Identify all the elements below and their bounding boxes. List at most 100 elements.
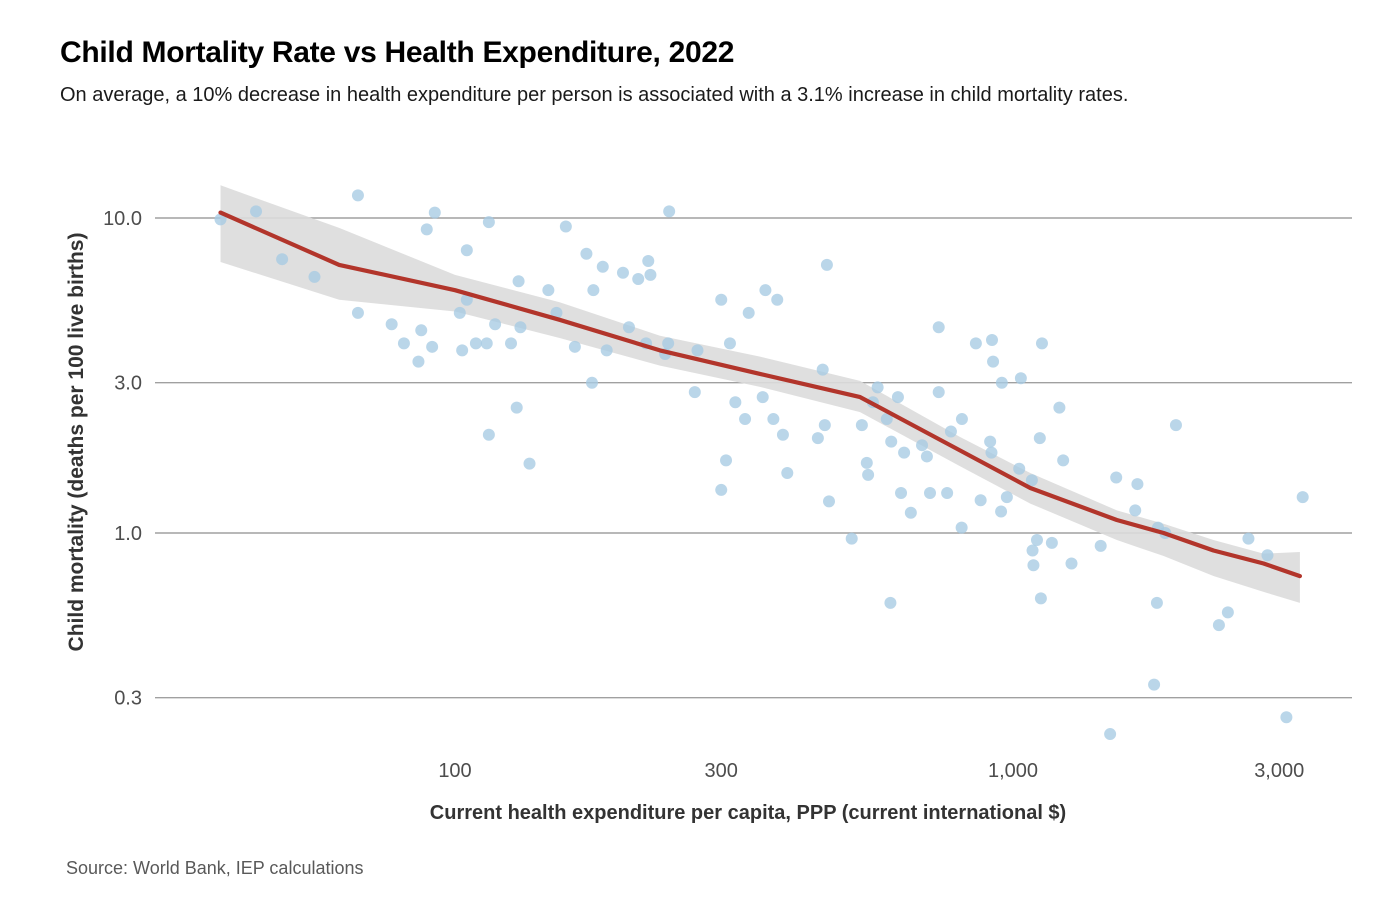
data-point (469, 337, 482, 350)
y-axis-title: Child mortality (deaths per 100 live bir… (65, 233, 88, 652)
data-point (1035, 337, 1048, 350)
data-point (505, 337, 518, 350)
data-point (995, 376, 1008, 389)
data-point (1025, 474, 1038, 487)
data-point (723, 337, 736, 350)
data-point (884, 596, 897, 609)
data-point (460, 293, 473, 306)
data-point (891, 391, 904, 404)
data-point (1131, 478, 1144, 491)
data-point (480, 337, 493, 350)
x-tick-label: 3,000 (1254, 760, 1304, 782)
data-point (904, 506, 917, 519)
data-point (1212, 619, 1225, 632)
data-point (759, 284, 772, 297)
data-point (600, 344, 613, 357)
data-point (862, 468, 875, 481)
data-point (1242, 532, 1255, 545)
data-point (771, 293, 784, 306)
y-tick-label: 10.0 (103, 208, 142, 230)
data-point (1129, 504, 1142, 517)
data-point (523, 457, 536, 470)
data-point (214, 213, 227, 226)
data-point (916, 439, 929, 452)
data-point (820, 258, 833, 271)
data-point (385, 318, 398, 331)
y-tick-label: 1.0 (114, 523, 142, 545)
data-point (1013, 462, 1026, 475)
data-point (767, 413, 780, 426)
data-point (816, 363, 829, 376)
data-point (644, 268, 657, 281)
x-tick-label: 300 (705, 760, 738, 782)
data-point (596, 260, 609, 273)
data-point (715, 483, 728, 496)
data-point (456, 344, 469, 357)
data-point (756, 391, 769, 404)
data-point (984, 435, 997, 448)
data-point (855, 419, 868, 432)
chart-subtitle: On average, a 10% decrease in health exp… (60, 84, 1129, 106)
data-point (974, 494, 987, 507)
data-point (1094, 539, 1107, 552)
data-point (1053, 401, 1066, 414)
data-point (880, 413, 893, 426)
data-point (969, 337, 982, 350)
data-point (622, 321, 635, 334)
data-point (1110, 471, 1123, 484)
data-point (1034, 592, 1047, 605)
data-point (739, 413, 752, 426)
data-point (510, 401, 523, 414)
data-point (1261, 549, 1274, 562)
data-point (920, 450, 933, 463)
data-point (512, 275, 525, 288)
data-point (663, 205, 676, 218)
data-point (924, 486, 937, 499)
data-point (955, 413, 968, 426)
data-point (559, 220, 572, 233)
x-axis-title: Current health expenditure per capita, P… (430, 802, 1066, 824)
data-point (845, 532, 858, 545)
data-point (898, 446, 911, 459)
data-point (715, 293, 728, 306)
data-point (932, 386, 945, 399)
data-point (585, 376, 598, 389)
y-tick-label: 3.0 (114, 373, 142, 395)
data-point (580, 247, 593, 260)
data-point (587, 284, 600, 297)
data-point (351, 306, 364, 319)
data-point (871, 381, 884, 394)
data-point (895, 486, 908, 499)
data-point (250, 205, 263, 218)
data-point (1148, 678, 1161, 691)
data-point (662, 337, 675, 350)
data-point (1014, 372, 1027, 385)
data-point (742, 306, 755, 319)
data-point (822, 495, 835, 508)
data-point (1027, 559, 1040, 572)
data-point (995, 505, 1008, 518)
data-point (453, 306, 466, 319)
data-point (1280, 711, 1293, 724)
data-point (1057, 454, 1070, 467)
data-point (514, 321, 527, 334)
data-point (1065, 557, 1078, 570)
data-point (489, 318, 502, 331)
data-point (885, 435, 898, 448)
data-point (1033, 432, 1046, 445)
data-point (688, 386, 701, 399)
x-tick-label: 1,000 (988, 760, 1038, 782)
data-point (729, 396, 742, 409)
y-tick-label: 0.3 (114, 688, 142, 710)
data-point (397, 337, 410, 350)
data-point (642, 255, 655, 268)
data-point (691, 344, 704, 357)
data-point (1030, 534, 1043, 547)
trend-line (218, 210, 1302, 579)
data-point (412, 355, 425, 368)
data-point (1296, 491, 1309, 504)
data-point (860, 456, 873, 469)
confidence-band (220, 185, 1300, 603)
x-tick-label: 100 (438, 760, 471, 782)
